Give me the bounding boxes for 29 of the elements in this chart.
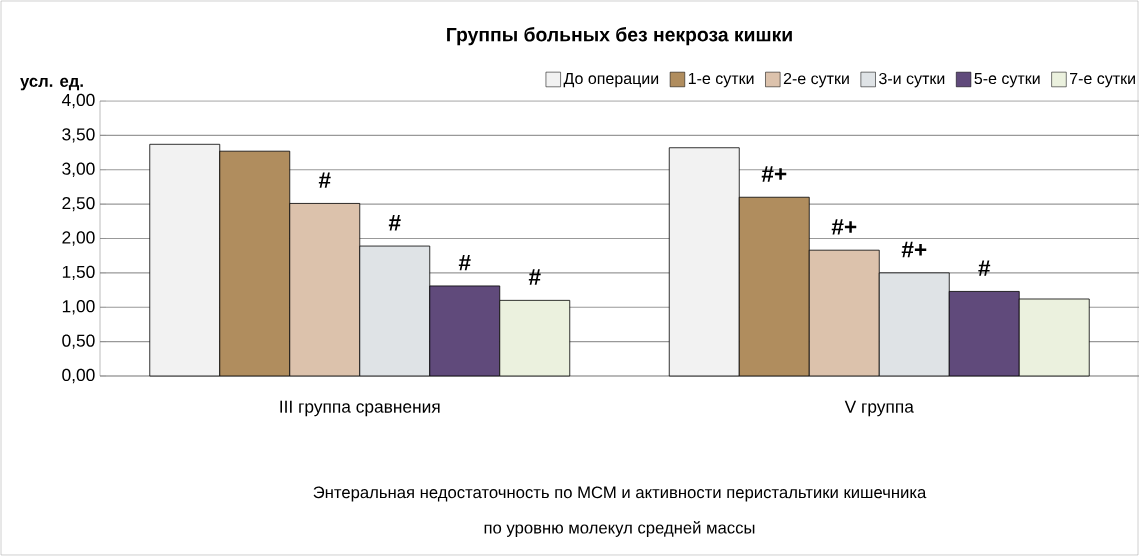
legend-label: До операции xyxy=(563,72,659,88)
y-tick-label: 0,00 xyxy=(62,368,95,384)
y-tick-label: 4,00 xyxy=(61,93,95,109)
data-label: # xyxy=(458,254,471,271)
data-label: #+ xyxy=(901,241,927,258)
y-tick-label: 3,00 xyxy=(62,162,95,177)
legend-label: 7-е сутки xyxy=(1070,72,1135,88)
data-label: # xyxy=(318,172,331,188)
x-axis-title: Энтеральная недостаточность по МСМ и активности перистальтики кишечника xyxy=(313,486,927,502)
y-tick-label: 2,00 xyxy=(62,231,95,246)
data-label: # xyxy=(978,260,991,276)
legend-label: 3-и сутки xyxy=(879,72,945,88)
x-tick-label: III группа сравнения xyxy=(280,400,440,417)
x-tick-label: V группа xyxy=(844,400,914,417)
y-tick-label: 0,50 xyxy=(62,334,95,349)
y-tick-label: 1,00 xyxy=(62,300,95,315)
legend-label: 1-е сутки xyxy=(688,72,754,88)
legend-label: 5-е сутки xyxy=(974,72,1040,88)
data-label: #+ xyxy=(831,219,857,235)
y-tick-label: 3,50 xyxy=(62,128,95,143)
data-label: #+ xyxy=(761,166,787,182)
y-axis-title: усл. ед. xyxy=(20,77,83,91)
text: по уровню молекул средней массы xyxy=(484,521,755,537)
y-tick-label: 2,50 xyxy=(62,196,95,212)
y-tick-label: 1,50 xyxy=(62,265,95,281)
data-label: # xyxy=(388,215,401,231)
chart-title: Группы больных без некроза кишки xyxy=(447,27,792,46)
data-label: # xyxy=(528,269,541,285)
legend-label: 2-е сутки xyxy=(783,72,849,88)
